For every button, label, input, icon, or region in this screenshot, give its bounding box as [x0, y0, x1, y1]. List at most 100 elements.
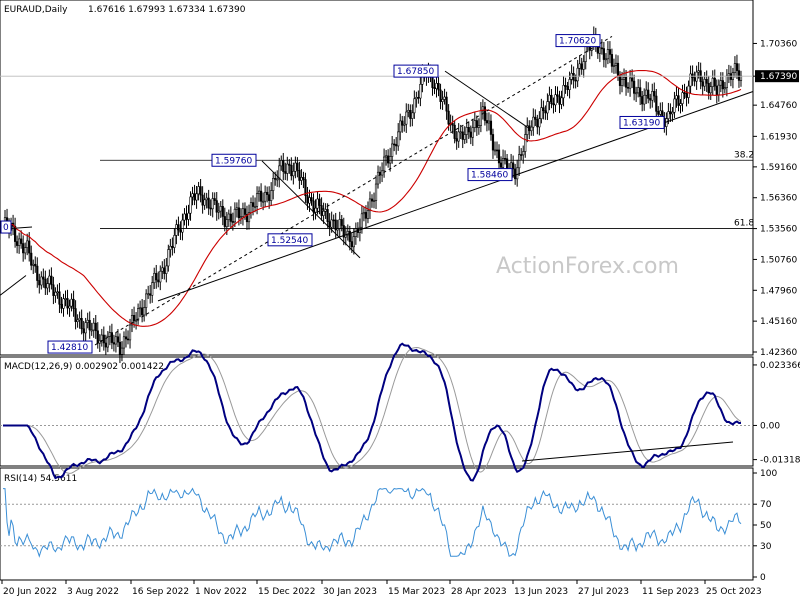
candle-body — [201, 194, 204, 206]
candle-body — [155, 273, 158, 281]
candle-body — [522, 151, 525, 156]
candle-body — [532, 116, 535, 128]
candle-body — [637, 87, 640, 94]
candle-body — [243, 208, 247, 215]
candle-body — [391, 143, 394, 157]
macd-signal-line — [3, 346, 742, 474]
candle-body — [473, 120, 476, 128]
candle-body — [282, 160, 285, 172]
candle-body — [163, 267, 166, 274]
candle-body — [302, 177, 305, 180]
candle-body — [84, 322, 87, 334]
candle-body — [76, 319, 79, 322]
fib-label: 61.8 — [734, 219, 754, 229]
x-tick-label: 1 Nov 2022 — [195, 587, 247, 597]
candle-body — [259, 190, 263, 202]
candle-body — [628, 77, 632, 89]
candle-body — [675, 95, 678, 100]
candle-body — [215, 200, 218, 213]
candle-body — [330, 219, 333, 228]
candle-body — [118, 341, 122, 355]
candle-body — [453, 124, 456, 139]
candle-body — [455, 138, 458, 142]
candle-body — [340, 219, 343, 226]
candle-body — [695, 71, 698, 82]
candle-body — [187, 212, 190, 220]
watermark: ActionForex.com — [496, 254, 679, 279]
candle-body — [197, 186, 200, 195]
candle-body — [334, 219, 337, 231]
candle-body — [274, 177, 277, 180]
candle-body — [304, 179, 307, 197]
candle-body — [417, 96, 420, 99]
candle-body — [465, 127, 468, 135]
candle-body — [52, 284, 55, 296]
candle-body — [257, 190, 261, 195]
candle-body — [217, 210, 220, 213]
candle-body — [88, 319, 91, 331]
candle-body — [18, 238, 21, 246]
svg-text:1.70620: 1.70620 — [559, 37, 596, 47]
candle-body — [318, 198, 321, 206]
candle-body — [653, 91, 656, 97]
candle-body — [70, 298, 73, 307]
candle-body — [177, 224, 180, 231]
candle-body — [46, 283, 49, 289]
candle-body — [538, 118, 541, 128]
candle-body — [22, 243, 25, 254]
candle-body — [104, 342, 107, 348]
candle-body — [397, 131, 400, 147]
candle-body — [501, 157, 505, 168]
candle-body — [157, 279, 160, 283]
candle-body — [171, 245, 174, 248]
candle-body — [639, 87, 642, 97]
candle-body — [610, 54, 614, 67]
x-tick-label: 15 Mar 2023 — [388, 587, 445, 597]
candle-body — [437, 83, 440, 91]
candle-body — [399, 120, 402, 133]
candle-body — [362, 212, 366, 215]
macd-title: MACD(12,26,9) 0.002902 0.001422 — [4, 362, 164, 372]
price-tick-label: 1.64760 — [760, 101, 797, 111]
candle-body — [128, 324, 132, 341]
candle-body — [251, 202, 255, 207]
candle-body — [124, 336, 128, 340]
rsi-title: RSI(14) 54.5611 — [4, 474, 77, 484]
candle-body — [651, 91, 654, 101]
candle-body — [687, 85, 690, 98]
x-tick-label: 28 Apr 2023 — [451, 587, 507, 597]
candle-body — [245, 214, 249, 223]
candle-body — [132, 315, 136, 322]
candle-body — [346, 231, 349, 236]
candle-body — [255, 193, 259, 207]
candle-body — [572, 73, 575, 81]
candle-body — [499, 162, 503, 168]
candle-body — [485, 120, 489, 124]
candle-body — [227, 213, 230, 220]
candle-body — [30, 252, 33, 266]
candle-body — [582, 61, 585, 70]
candle-body — [268, 194, 271, 201]
candle-body — [467, 127, 470, 133]
candle-body — [385, 155, 388, 158]
rsi-line — [3, 487, 742, 558]
candle-body — [288, 163, 291, 166]
candle-body — [564, 85, 567, 87]
candle-body — [199, 186, 202, 196]
candle-body — [681, 92, 684, 104]
candle-body — [26, 240, 29, 248]
candle-body — [530, 126, 533, 132]
candle-body — [151, 282, 154, 296]
candle-body — [90, 329, 93, 332]
candle-body — [82, 328, 85, 334]
axis-layer: 1.70360 1.67390 1.64760 1.61930 1.59160 1.563… — [1, 39, 800, 597]
candle-body — [300, 177, 303, 181]
candle-body — [697, 70, 700, 73]
candle-body — [693, 77, 696, 82]
candle-body — [92, 322, 95, 331]
candle-body — [382, 156, 386, 172]
candle-body — [191, 193, 194, 198]
candle-body — [262, 200, 265, 203]
candle-body — [24, 247, 27, 254]
candle-body — [62, 298, 65, 309]
